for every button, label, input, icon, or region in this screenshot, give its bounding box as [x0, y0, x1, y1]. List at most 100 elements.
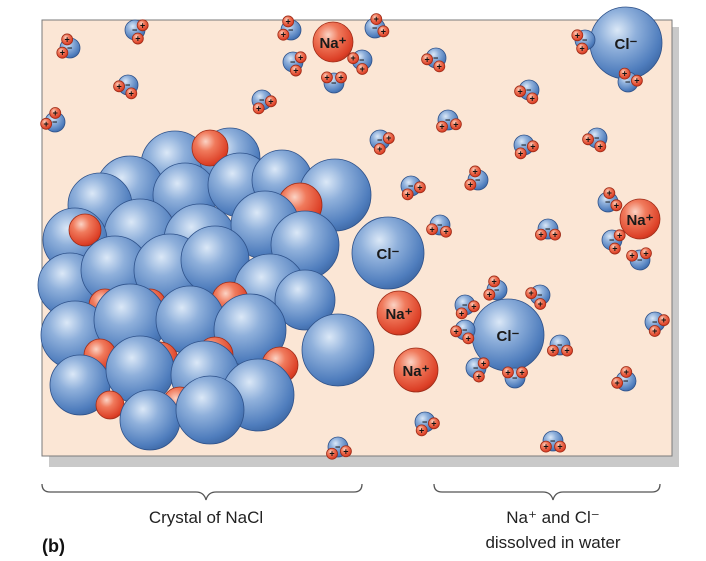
plus-sign: + — [374, 14, 379, 24]
water-molecule: ++− — [56, 33, 81, 59]
dissolved-sodium-ion — [619, 198, 661, 240]
hydrogen-atom — [289, 64, 302, 77]
water-molecules: ++−++−++ −++−++−++−++−++−++ −+ +−++ −++−++−+… — [40, 13, 670, 460]
hydrogen-atom — [56, 46, 69, 59]
hydrogen-atom — [414, 181, 426, 194]
hydrogen-atom — [571, 29, 584, 42]
plus-sign: + — [598, 141, 603, 151]
water-molecule: ++− — [369, 129, 395, 155]
crystal-brace — [41, 483, 363, 501]
hydrogen-atom — [534, 298, 547, 310]
sodium-label: Na⁺ — [402, 363, 429, 380]
crystal-caption: Crystal of NaCl — [149, 508, 263, 527]
minus-sign: − — [67, 43, 72, 53]
plus-sign: + — [492, 276, 497, 286]
hydrogen-atom — [433, 60, 446, 73]
water-molecule: ++− — [277, 15, 302, 41]
plus-sign: + — [530, 141, 535, 151]
minus-sign: − — [652, 317, 657, 327]
hydrogen-atom — [428, 417, 440, 430]
hydrogen-atom — [125, 87, 138, 100]
hydrogen-atom — [356, 63, 369, 75]
plus-sign: + — [481, 358, 486, 368]
water-molecule: ++− — [502, 366, 528, 389]
minus-sign: − — [545, 224, 550, 234]
hydrogen-atom — [252, 102, 265, 115]
panel-letter: (b) — [42, 536, 65, 556]
hydrogen-atom — [535, 228, 547, 241]
water-molecule: ++− — [426, 214, 452, 238]
solution-caption-line1: Na⁺ and Cl⁻ — [506, 508, 600, 527]
sodium-label: Na⁺ — [385, 306, 412, 323]
plus-sign: + — [343, 446, 348, 456]
water-molecule: ++− — [321, 71, 347, 94]
chloride-label: Cl⁻ — [377, 246, 400, 263]
crystal-sodium-ion — [95, 390, 125, 420]
plus-sign: + — [453, 119, 458, 129]
plus-sign: + — [607, 188, 612, 198]
hydrogen-atom — [631, 74, 643, 87]
water-molecule: ++− — [251, 89, 277, 115]
minus-sign: − — [377, 135, 382, 145]
plus-sign: + — [417, 182, 422, 192]
hydrogen-atom — [436, 120, 448, 133]
hydrogen-atom — [340, 445, 352, 458]
water-molecule: ++− — [514, 79, 540, 105]
plus-sign: + — [386, 133, 391, 143]
hydrogen-atom — [326, 447, 338, 460]
hydrogen-atom — [265, 95, 277, 108]
minus-sign: − — [594, 133, 599, 143]
hydrogen-atom — [525, 287, 538, 300]
water-molecule: ++− — [400, 175, 426, 201]
plus-sign: + — [476, 372, 481, 382]
hydrogen-atom — [382, 132, 395, 145]
water-molecule: ++− — [326, 436, 352, 460]
hydrogen-atom — [415, 424, 428, 437]
plus-sign: + — [351, 53, 356, 63]
solution-brace — [433, 483, 661, 501]
crystal-sodium-ion — [68, 213, 102, 247]
hydrogen-atom — [626, 249, 638, 262]
hydrogen-atom — [469, 165, 482, 178]
plus-sign: + — [529, 288, 534, 298]
plus-sign: + — [256, 103, 261, 113]
minus-sign: − — [462, 300, 467, 310]
crystal-chloride-ion — [119, 389, 181, 451]
crystal-sodium-ion — [191, 129, 229, 167]
hydrogen-atom — [373, 143, 386, 155]
minus-sign: − — [637, 255, 642, 265]
minus-sign: − — [359, 55, 364, 65]
water-molecule: ++− — [601, 229, 626, 255]
plus-sign: + — [439, 122, 444, 132]
hydrogen-atom — [136, 19, 149, 32]
minus-sign: − — [473, 363, 478, 373]
hydrogen-atom — [401, 188, 414, 201]
plus-sign: + — [381, 26, 386, 36]
hydrogen-atom — [549, 228, 561, 241]
hydrogen-atom — [547, 344, 559, 357]
water-molecule: ++− — [513, 134, 539, 160]
ion-labels: Cl⁻ Na⁺ Na⁺ Cl⁻ Cl⁻ Na⁺ Na⁺ — [319, 35, 653, 380]
hydrogen-atom — [426, 223, 438, 236]
plus-sign: + — [453, 326, 458, 336]
hydrogen-atom — [610, 199, 623, 212]
hydrogen-atom — [477, 357, 490, 370]
plus-sign: + — [329, 449, 334, 459]
minus-sign: − — [557, 340, 562, 350]
plus-sign: + — [622, 69, 627, 79]
water-molecule: ++− — [617, 67, 643, 93]
hydrogen-atom — [613, 229, 626, 242]
hydrogen-atom — [620, 366, 633, 378]
plus-sign: + — [634, 76, 639, 86]
minus-sign: − — [609, 235, 614, 245]
hydrogen-atom — [618, 67, 631, 80]
water-molecule: ++− — [282, 51, 307, 77]
hydrogen-atom — [648, 325, 661, 337]
hydrogen-atom — [61, 33, 74, 46]
hydrogen-atom — [502, 366, 514, 379]
plus-sign: + — [580, 44, 585, 54]
plus-sign: + — [643, 248, 648, 258]
hydrogen-atom — [561, 344, 573, 357]
dissolved-sodium-ion — [376, 290, 422, 336]
minus-sign: − — [462, 325, 467, 335]
